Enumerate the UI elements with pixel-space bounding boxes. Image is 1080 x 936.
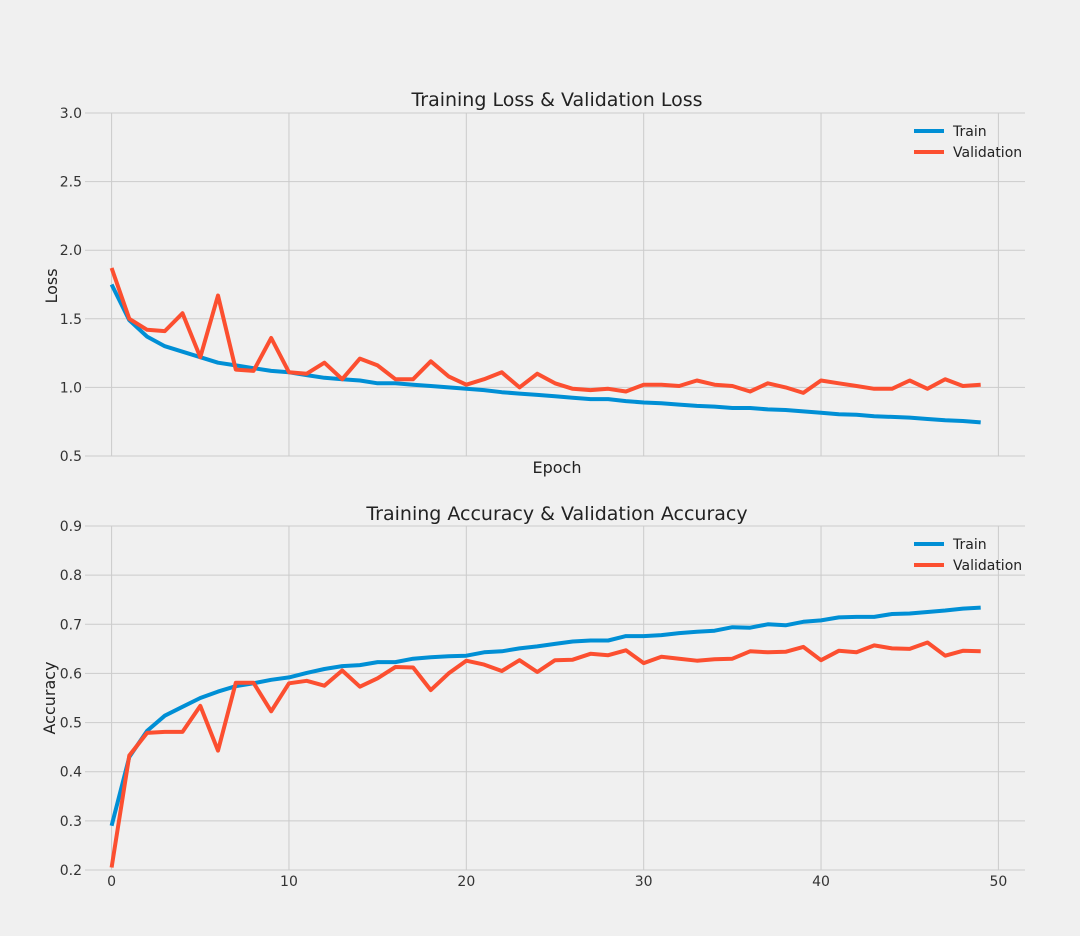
loss-y-tick-label: 2.5: [60, 175, 82, 191]
accuracy-x-tick-label: 0: [107, 874, 116, 890]
accuracy-x-tick-label: 30: [635, 874, 653, 890]
legend-label-validation: Validation: [953, 558, 1022, 574]
accuracy-y-tick-label: 0.8: [60, 568, 82, 584]
accuracy-y-tick-label: 0.3: [60, 814, 82, 830]
accuracy-y-tick-label: 0.2: [60, 863, 82, 879]
accuracy-x-tick-label: 50: [989, 874, 1007, 890]
accuracy-y-tick-label: 0.4: [60, 765, 82, 781]
accuracy-y-tick-label: 0.6: [60, 666, 82, 682]
accuracy-legend: Train Validation: [914, 537, 1022, 574]
loss-series-train-line: [109, 283, 981, 425]
accuracy-series-train-line: [109, 605, 981, 827]
accuracy-x-tick-label: 40: [812, 874, 830, 890]
loss-y-tick-label: 1.5: [60, 312, 82, 328]
loss-y-tick-label: 2.0: [60, 243, 82, 259]
accuracy-y-tick-label: 0.7: [60, 617, 82, 633]
accuracy-x-tick-label: 10: [280, 874, 298, 890]
loss-x-axis-label: Epoch: [533, 458, 582, 477]
accuracy-chart-title: Training Accuracy & Validation Accuracy: [365, 503, 747, 525]
loss-series-validation-line: [109, 267, 981, 395]
loss-y-axis-label: Loss: [42, 268, 61, 303]
accuracy-x-tick-label: 20: [457, 874, 475, 890]
loss-legend: Train Validation: [914, 124, 1022, 161]
legend-label-train: Train: [952, 124, 987, 140]
loss-chart-title: Training Loss & Validation Loss: [410, 89, 702, 111]
accuracy-series-validation-line: [109, 640, 981, 868]
legend-label-train: Train: [952, 537, 987, 553]
loss-y-tick-label: 3.0: [60, 106, 82, 122]
legend-label-validation: Validation: [953, 145, 1022, 161]
accuracy-y-tick-label: 0.5: [60, 716, 82, 732]
loss-chart: 0.5 1.0 1.5 2.0 2.5 3.0 Training Loss & Valid…: [42, 89, 1025, 477]
accuracy-y-tick-label: 0.9: [60, 519, 82, 535]
accuracy-chart: 0.2 0.3 0.4 0.5 0.6 0.7 0.8 0.9 0 10 20 30 40 50 Trai…: [40, 503, 1025, 890]
loss-y-tick-label: 0.5: [60, 449, 82, 465]
accuracy-y-axis-label: Accuracy: [40, 661, 59, 734]
loss-y-tick-label: 1.0: [60, 380, 82, 396]
